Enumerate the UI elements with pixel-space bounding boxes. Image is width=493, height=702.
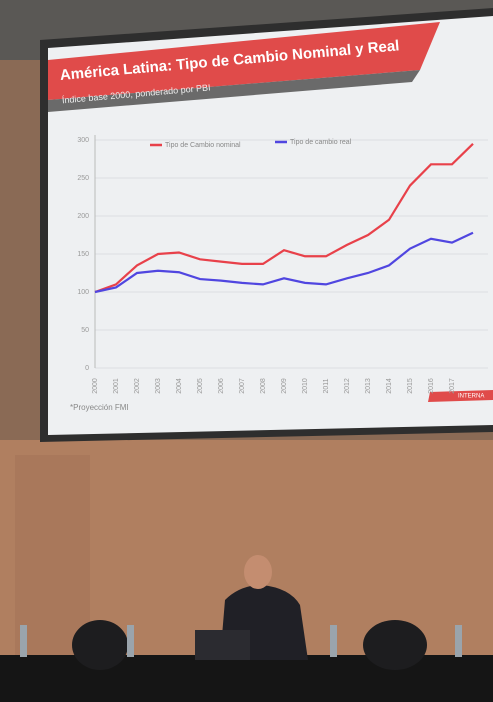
x-tick-label: 2016	[428, 378, 435, 394]
bottle	[330, 625, 337, 657]
x-tick-label: 2002	[134, 378, 141, 394]
note: *Proyección FMI	[70, 403, 129, 412]
y-tick-label: 0	[85, 365, 89, 372]
x-tick-label: 2007	[239, 378, 246, 394]
bottle	[127, 625, 134, 657]
x-tick-label: 2012	[344, 378, 351, 394]
y-tick-label: 100	[77, 289, 89, 296]
x-tick-label: 2003	[155, 378, 162, 394]
x-tick-label: 2000	[92, 378, 99, 394]
x-tick-label: 2009	[281, 378, 288, 394]
y-tick-label: 50	[81, 327, 89, 334]
x-tick-label: 2001	[113, 378, 120, 394]
y-tick-label: 150	[77, 251, 89, 258]
x-tick-label: 2004	[176, 378, 183, 394]
bottle	[455, 625, 462, 657]
footer: INTERNA	[458, 394, 484, 400]
x-tick-label: 2014	[386, 378, 393, 394]
table	[0, 655, 493, 702]
laptop	[195, 630, 250, 660]
x-tick-label: 2015	[407, 378, 414, 394]
x-tick-label: 2005	[197, 378, 204, 394]
x-tick-label: 2013	[365, 378, 372, 394]
chair	[72, 620, 128, 670]
x-tick-label: 2017	[449, 378, 456, 394]
y-tick-label: 250	[77, 175, 89, 182]
x-tick-label: 2011	[323, 378, 330, 393]
x-tick-label: 2010	[302, 378, 309, 394]
y-tick-label: 300	[77, 137, 89, 144]
y-tick-label: 200	[77, 213, 89, 220]
chair	[363, 620, 427, 670]
speaker-head	[244, 555, 272, 589]
legend-label: Tipo de cambio real	[290, 139, 352, 146]
x-tick-label: 2006	[218, 378, 225, 394]
bottle	[20, 625, 27, 657]
photo: América Latina: Tipo de Cambio Nominal y…	[0, 0, 493, 702]
x-tick-label: 2008	[260, 378, 267, 394]
legend-label: Tipo de Cambio nominal	[165, 142, 241, 149]
